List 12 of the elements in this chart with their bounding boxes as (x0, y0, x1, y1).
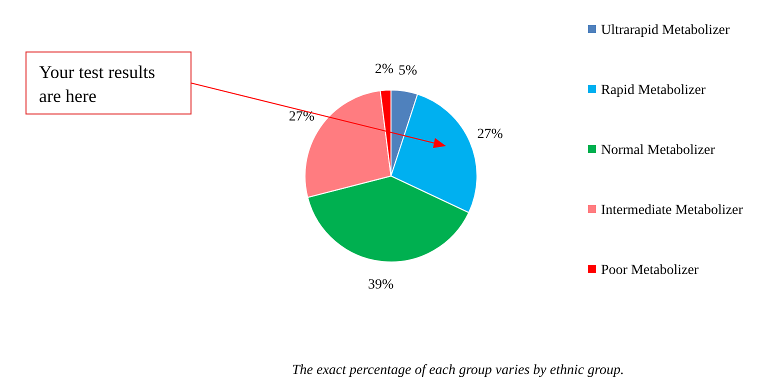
legend-label: Poor Metabolizer (601, 263, 699, 278)
text: The exact percentage of each group varies by ethnic group. (292, 363, 624, 378)
data-label: 27% (288, 109, 315, 124)
legend-label: Normal Metabolizer (601, 143, 716, 158)
data-label: 39% (368, 278, 394, 293)
legend-label: Ultrarapid Metabolizer (601, 23, 730, 38)
text: Your test results are here (39, 62, 156, 106)
data-label: 5% (398, 63, 418, 78)
data-label: 2% (374, 62, 394, 78)
data-label: 27% (477, 127, 504, 142)
legend-label: Intermediate Metabolizer (601, 203, 744, 218)
legend-label: Rapid Metabolizer (601, 83, 706, 98)
